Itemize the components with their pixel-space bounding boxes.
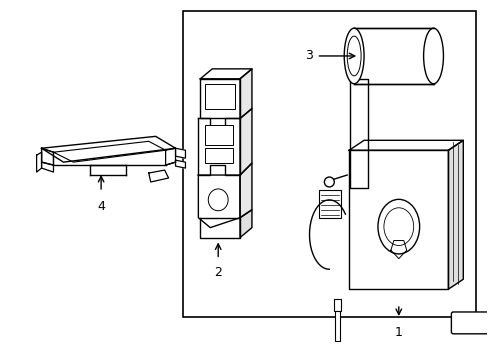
Bar — [205, 125, 233, 145]
Bar — [334, 299, 341, 311]
Polygon shape — [175, 160, 185, 168]
Polygon shape — [200, 218, 240, 238]
Polygon shape — [37, 152, 41, 172]
Polygon shape — [447, 140, 462, 289]
Text: 1: 1 — [394, 326, 402, 339]
Polygon shape — [41, 148, 53, 172]
Polygon shape — [240, 163, 251, 218]
Text: 3: 3 — [304, 49, 312, 63]
Polygon shape — [198, 175, 240, 228]
Polygon shape — [41, 136, 175, 162]
Polygon shape — [349, 79, 367, 188]
Polygon shape — [348, 150, 447, 289]
FancyBboxPatch shape — [450, 312, 488, 334]
Polygon shape — [200, 69, 251, 79]
Polygon shape — [165, 148, 175, 165]
Bar — [319, 190, 341, 218]
Polygon shape — [240, 109, 251, 175]
Bar — [205, 84, 235, 109]
Polygon shape — [390, 240, 406, 258]
Polygon shape — [240, 69, 251, 118]
Circle shape — [324, 177, 334, 187]
Polygon shape — [198, 118, 240, 175]
Ellipse shape — [423, 28, 443, 84]
Text: 4: 4 — [97, 200, 105, 213]
Polygon shape — [200, 79, 240, 118]
Polygon shape — [175, 148, 185, 158]
Polygon shape — [53, 141, 165, 162]
Polygon shape — [41, 148, 53, 165]
Ellipse shape — [344, 28, 364, 84]
Polygon shape — [353, 28, 433, 84]
Polygon shape — [240, 210, 251, 238]
Bar — [183, 11, 475, 317]
Bar — [335, 311, 340, 341]
Bar — [205, 148, 233, 163]
Polygon shape — [148, 170, 168, 182]
Polygon shape — [348, 140, 462, 150]
Text: 2: 2 — [214, 266, 222, 279]
